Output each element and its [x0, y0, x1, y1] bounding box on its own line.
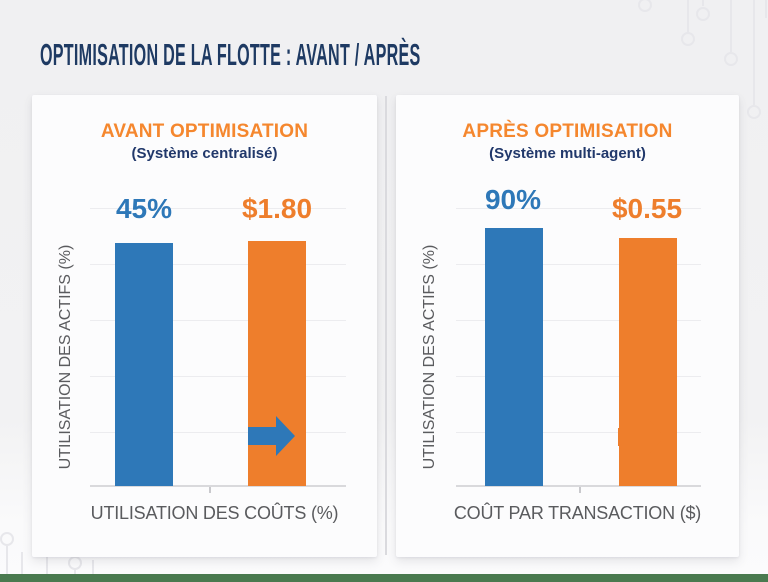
gridline	[90, 432, 346, 433]
circuit-trace	[730, 0, 732, 52]
x-axis-line	[90, 485, 346, 487]
circuit-node-icon	[638, 0, 652, 12]
y-axis-label: UTILISATION DES ACTIFS (%)	[421, 244, 438, 470]
footer-accent-bar	[0, 574, 768, 582]
x-axis-line	[456, 485, 701, 487]
plot-area-avant	[90, 200, 346, 487]
page-title: OPTIMISATION DE LA FLOTTE : AVANT / APRÈ…	[40, 36, 421, 72]
gridline	[456, 376, 701, 377]
circuit-trace	[92, 560, 94, 582]
circuit-node-icon	[724, 52, 738, 66]
bar-utilisation-avant	[115, 243, 173, 486]
circuit-node-icon	[0, 532, 14, 546]
circuit-trace	[765, 0, 767, 18]
value-utilisation-apres: 90%	[484, 184, 542, 215]
gridline	[456, 264, 701, 265]
panel-avant-subtitle: (Système centralisé)	[131, 145, 278, 162]
gridline	[90, 264, 346, 265]
x-axis-label: COÛT PAR TRANSACTION ($)	[453, 503, 702, 523]
circuit-trace	[702, 0, 704, 6]
gridline	[456, 432, 701, 433]
circuit-node-icon	[696, 7, 710, 21]
circuit-node-icon	[681, 32, 695, 46]
value-utilisation-avant: 45%	[115, 193, 173, 224]
panel-avant-card: AVANT OPTIMISATION (Système centralisé) …	[32, 95, 377, 557]
gridline	[456, 320, 701, 321]
panel-apres-card: APRÈS OPTIMISATION (Système multi-agent)…	[396, 95, 739, 557]
y-axis-label: UTILISATION DES ACTIFS (%)	[57, 244, 74, 470]
gridline	[90, 208, 346, 209]
gridline	[90, 376, 346, 377]
value-cout-avant: $1.80	[241, 193, 313, 224]
x-axis-tick	[579, 487, 581, 493]
gridline	[90, 320, 346, 321]
panel-divider	[385, 96, 387, 555]
circuit-node-icon	[747, 105, 761, 119]
arrow-right-icon	[248, 416, 295, 456]
arrow-right-icon	[618, 417, 665, 457]
panel-apres-subtitle: (Système multi-agent)	[489, 145, 646, 162]
plot-area-apres	[456, 200, 701, 487]
circuit-trace	[6, 546, 8, 582]
circuit-trace	[753, 0, 755, 105]
circuit-trace	[687, 0, 689, 33]
panel-apres-title: APRÈS OPTIMISATION	[462, 121, 673, 142]
bar-utilisation-apres	[485, 228, 543, 486]
value-cout-apres: $0.55	[611, 193, 683, 224]
x-axis-tick	[209, 487, 211, 493]
panel-avant-title: AVANT OPTIMISATION	[100, 121, 309, 142]
circuit-trace	[46, 556, 48, 582]
circuit-trace	[21, 552, 23, 582]
x-axis-label: UTILISATION DES COÛTS (%)	[90, 503, 339, 523]
gridline	[456, 208, 701, 209]
circuit-node-icon	[68, 556, 82, 570]
